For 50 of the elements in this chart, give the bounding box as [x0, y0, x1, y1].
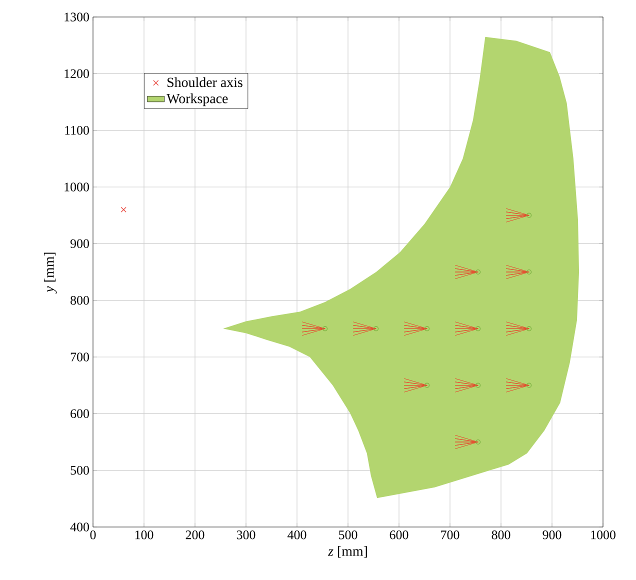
x-tick-label: 400	[288, 530, 306, 540]
point	[424, 382, 430, 388]
y-tick-label: 400	[70, 522, 89, 532]
point	[120, 206, 126, 212]
point	[322, 326, 328, 332]
line-series	[506, 322, 530, 336]
x-tick-label: 700	[441, 530, 460, 540]
line-series	[454, 264, 478, 280]
point	[476, 382, 481, 388]
x-tick-label: 500	[339, 530, 358, 540]
y-tick-label: 700	[70, 352, 89, 362]
line-series	[302, 322, 326, 336]
x-tick-label: 100	[135, 530, 154, 540]
line-series	[506, 264, 530, 280]
x-axis-title: z [mm]	[328, 546, 367, 558]
y-tick-label: 1100	[65, 126, 89, 135]
point	[476, 439, 481, 445]
point	[374, 326, 379, 332]
x-tick-label: 600	[390, 530, 408, 540]
y-tick-label: 500	[70, 466, 89, 475]
y-tick-label: 1000	[64, 182, 89, 192]
x-tick-label: 900	[542, 530, 562, 540]
line-series	[454, 378, 478, 392]
point	[526, 269, 532, 275]
line-series	[404, 322, 428, 336]
y-tick-label: 900	[70, 239, 89, 248]
point	[476, 326, 481, 332]
legend-label: Shoulder axis	[168, 77, 242, 88]
x-tick-label: 200	[186, 530, 204, 540]
point	[526, 212, 532, 218]
x-tick-label: 300	[236, 530, 256, 540]
point	[526, 382, 532, 388]
x-tick-label: 800	[492, 530, 510, 540]
y-axis-title: y [mm]	[44, 252, 57, 294]
line-series	[506, 208, 530, 222]
y-tick-label: 1300	[64, 12, 89, 22]
line-series	[404, 378, 428, 392]
point	[476, 269, 481, 275]
point	[424, 326, 430, 332]
line-series	[454, 322, 478, 336]
x-tick-label: 0	[90, 530, 96, 540]
point	[526, 326, 532, 332]
line-series	[352, 322, 376, 336]
x-tick-label: 1000	[591, 530, 616, 540]
legend-label: Workspace	[166, 93, 228, 106]
line-series	[506, 378, 530, 392]
y-tick-label: 1200	[64, 69, 89, 78]
y-tick-label: 800	[70, 296, 89, 305]
line-series	[454, 434, 478, 450]
y-tick-label: 600	[70, 409, 89, 418]
